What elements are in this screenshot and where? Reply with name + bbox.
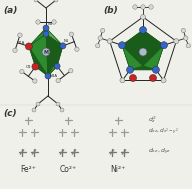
Circle shape xyxy=(43,31,49,37)
Circle shape xyxy=(45,73,51,79)
Circle shape xyxy=(54,0,58,2)
Circle shape xyxy=(32,63,39,70)
Text: N3A: N3A xyxy=(50,74,58,78)
Polygon shape xyxy=(46,28,63,66)
Circle shape xyxy=(56,102,60,106)
Circle shape xyxy=(100,28,105,33)
Polygon shape xyxy=(143,45,164,70)
Text: N3: N3 xyxy=(48,22,53,26)
Text: $d_{xz},d_{x^2-y^2}$: $d_{xz},d_{x^2-y^2}$ xyxy=(148,127,179,137)
Circle shape xyxy=(96,43,100,48)
Circle shape xyxy=(140,26,146,33)
Circle shape xyxy=(60,43,66,49)
Text: O1A: O1A xyxy=(17,41,25,45)
Circle shape xyxy=(20,69,24,74)
Circle shape xyxy=(184,36,188,40)
Circle shape xyxy=(32,108,36,112)
Circle shape xyxy=(129,74,137,81)
Circle shape xyxy=(13,48,17,53)
Circle shape xyxy=(149,5,153,9)
Text: (c): (c) xyxy=(3,109,17,118)
Polygon shape xyxy=(122,40,143,70)
Polygon shape xyxy=(35,28,57,67)
Polygon shape xyxy=(143,30,164,45)
Circle shape xyxy=(150,74,156,81)
Circle shape xyxy=(181,28,185,33)
Circle shape xyxy=(174,39,179,44)
Circle shape xyxy=(139,48,147,56)
Text: Ni²⁺: Ni²⁺ xyxy=(110,165,126,174)
Circle shape xyxy=(69,32,74,36)
Polygon shape xyxy=(122,30,143,66)
Circle shape xyxy=(133,5,137,9)
Polygon shape xyxy=(122,30,143,45)
Circle shape xyxy=(75,47,79,51)
Circle shape xyxy=(54,63,60,69)
Circle shape xyxy=(56,78,60,83)
Circle shape xyxy=(60,108,64,112)
Circle shape xyxy=(161,78,166,83)
Circle shape xyxy=(127,66,134,73)
Circle shape xyxy=(186,43,190,48)
Circle shape xyxy=(52,20,56,24)
Polygon shape xyxy=(29,28,46,67)
Circle shape xyxy=(161,42,167,49)
Circle shape xyxy=(141,5,145,9)
Polygon shape xyxy=(29,46,48,76)
Text: Co²⁺: Co²⁺ xyxy=(60,165,77,174)
Polygon shape xyxy=(29,28,46,46)
Polygon shape xyxy=(46,28,63,46)
Circle shape xyxy=(18,33,22,37)
Polygon shape xyxy=(130,66,156,70)
Text: (b): (b) xyxy=(103,6,118,15)
Circle shape xyxy=(34,0,38,2)
Circle shape xyxy=(33,79,37,83)
Polygon shape xyxy=(29,34,48,76)
Circle shape xyxy=(107,39,112,44)
Polygon shape xyxy=(48,46,63,76)
Text: O1: O1 xyxy=(25,65,31,69)
Text: $d_z^2$: $d_z^2$ xyxy=(148,115,157,125)
Circle shape xyxy=(119,42,126,49)
Circle shape xyxy=(69,69,73,73)
Polygon shape xyxy=(143,40,164,70)
Text: $d_{xz},d_{yz}$: $d_{xz},d_{yz}$ xyxy=(148,147,171,157)
Circle shape xyxy=(36,20,40,24)
Polygon shape xyxy=(35,66,57,76)
Circle shape xyxy=(25,43,32,50)
Text: M: M xyxy=(44,50,49,54)
Polygon shape xyxy=(46,34,63,76)
Text: Fe²⁺: Fe²⁺ xyxy=(20,165,36,174)
Text: N1: N1 xyxy=(64,39,69,43)
Circle shape xyxy=(42,48,50,56)
Circle shape xyxy=(152,66,159,73)
Circle shape xyxy=(43,25,49,31)
Polygon shape xyxy=(130,40,156,70)
Polygon shape xyxy=(143,30,164,66)
Text: (a): (a) xyxy=(3,6,17,15)
Circle shape xyxy=(141,15,146,19)
Circle shape xyxy=(120,78,125,83)
Circle shape xyxy=(98,36,102,40)
Circle shape xyxy=(36,102,40,106)
Polygon shape xyxy=(122,45,143,70)
